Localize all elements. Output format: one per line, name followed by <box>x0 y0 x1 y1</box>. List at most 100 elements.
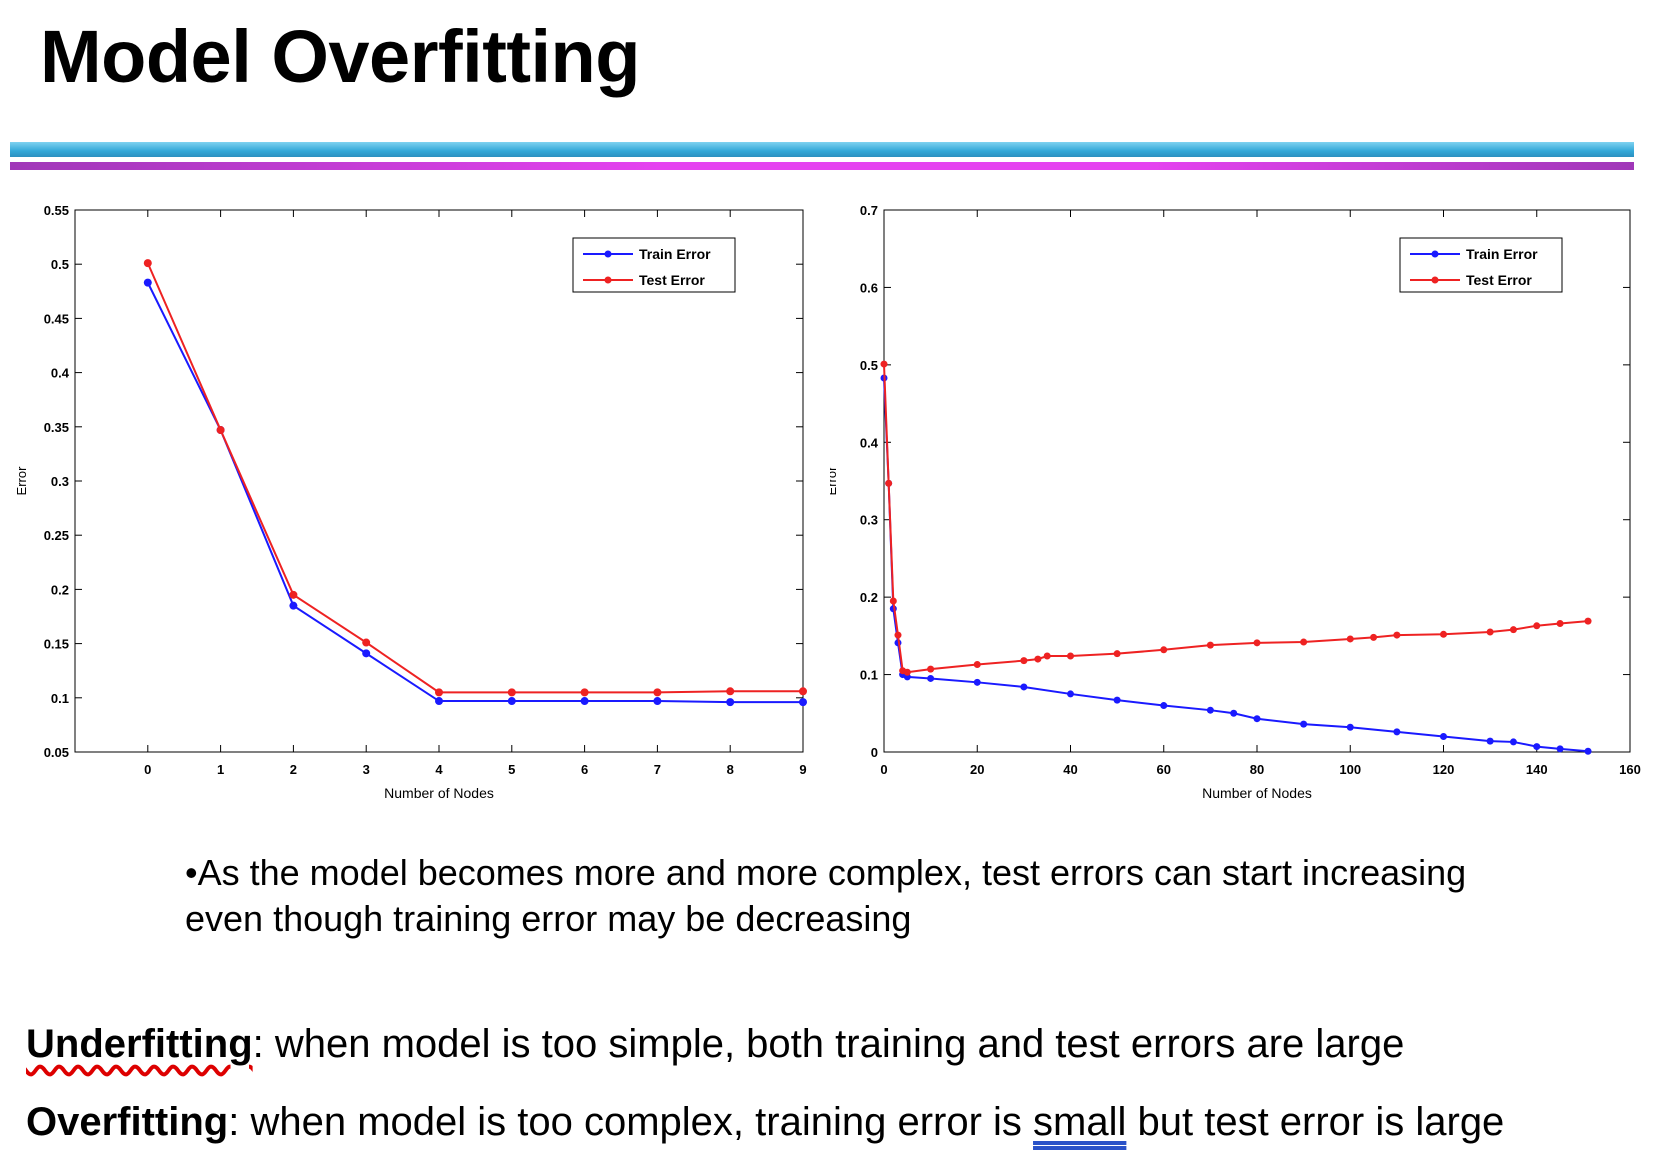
x-tick-label: 9 <box>799 762 806 777</box>
data-point <box>799 698 807 707</box>
y-tick-label: 0.7 <box>860 203 878 218</box>
legend-marker <box>1431 250 1439 258</box>
data-point <box>289 601 298 610</box>
x-tick-label: 20 <box>970 762 984 777</box>
legend-marker <box>1431 276 1439 284</box>
underfitting-text: : when model is too simple, both trainin… <box>252 1022 1405 1066</box>
overfitting-small-word: small <box>1033 1100 1127 1144</box>
x-tick-label: 8 <box>727 762 734 777</box>
data-point <box>580 697 589 706</box>
data-point <box>885 479 893 487</box>
x-tick-label: 100 <box>1339 762 1361 777</box>
data-point <box>1509 626 1517 634</box>
data-point <box>1533 622 1541 630</box>
data-point <box>1440 733 1447 741</box>
underfitting-term: Underfitting <box>26 1022 253 1066</box>
data-point <box>1509 738 1517 746</box>
x-tick-label: 0 <box>144 762 151 777</box>
x-tick-label: 1 <box>217 762 224 777</box>
data-point <box>1230 709 1238 717</box>
y-tick-label: 0.1 <box>51 691 69 706</box>
data-point <box>1020 657 1028 665</box>
legend-marker <box>604 250 612 258</box>
y-tick-label: 0.3 <box>51 474 69 489</box>
data-point <box>1533 743 1541 751</box>
y-tick-label: 0.2 <box>51 582 69 597</box>
data-point <box>580 688 589 697</box>
data-point <box>1486 628 1494 636</box>
data-point <box>1067 652 1074 660</box>
data-point <box>216 426 225 435</box>
legend-marker <box>604 276 612 284</box>
y-tick-label: 0.2 <box>860 590 878 605</box>
legend-label: Test Error <box>1466 272 1532 288</box>
y-tick-label: 0 <box>871 745 878 760</box>
data-point <box>1113 650 1121 658</box>
chart-right: 0 20 40 60 80 100 120 140 160 0 0.1 0.2 0.3 0.4 0.5 0.6… <box>830 203 1641 801</box>
y-tick-label: 0.25 <box>44 528 69 543</box>
data-point <box>726 698 735 707</box>
data-point <box>507 697 516 706</box>
x-tick-label: 80 <box>1250 762 1264 777</box>
data-point <box>1440 630 1447 638</box>
data-point <box>143 278 152 287</box>
data-point <box>362 649 371 658</box>
data-point <box>1393 631 1401 639</box>
x-tick-label: 2 <box>290 762 297 777</box>
x-axis-label: Number of Nodes <box>384 785 494 801</box>
y-axis-label: Error <box>14 466 29 496</box>
data-point <box>1034 655 1042 663</box>
data-point <box>653 697 662 706</box>
chart-left: 0 1 2 3 4 5 6 7 8 9 0.05 0.1 0.15 0.2 0.25 0.3 0.35 0.4 0.… <box>14 203 807 801</box>
y-tick-label: 0.5 <box>860 358 878 373</box>
data-point <box>880 360 888 368</box>
data-point <box>362 638 371 647</box>
data-point <box>653 688 662 697</box>
overfitting-text-b: but test error is large <box>1126 1100 1505 1144</box>
data-point <box>973 678 981 686</box>
y-tick-label: 0.1 <box>860 668 878 683</box>
data-point <box>1160 702 1168 710</box>
data-point <box>435 688 443 697</box>
x-tick-label: 7 <box>654 762 661 777</box>
x-tick-label: 3 <box>363 762 370 777</box>
data-point <box>799 687 807 696</box>
data-point <box>1556 619 1564 627</box>
data-point <box>289 590 298 599</box>
data-point <box>1206 641 1214 649</box>
series-line <box>883 364 1589 674</box>
data-point <box>143 259 152 268</box>
y-tick-label: 0.4 <box>51 366 70 381</box>
data-point <box>1067 690 1074 698</box>
y-tick-label: 0.35 <box>44 420 69 435</box>
slide-title: Model Overfitting <box>40 15 640 98</box>
y-tick-label: 0.4 <box>860 435 879 450</box>
y-tick-label: 0.5 <box>51 257 69 272</box>
data-point <box>1113 696 1121 704</box>
legend-box <box>572 237 736 293</box>
y-tick-label: 0.05 <box>44 745 69 760</box>
data-point <box>1160 646 1168 654</box>
data-point <box>1300 720 1308 728</box>
data-point <box>1253 715 1261 723</box>
data-point <box>1393 728 1401 736</box>
y-tick-label: 0.3 <box>860 513 878 528</box>
data-point <box>894 631 902 639</box>
data-point <box>1486 737 1494 745</box>
data-point <box>1584 747 1592 755</box>
series-line <box>146 282 803 704</box>
legend-label: Train Error <box>1466 246 1538 262</box>
x-tick-label: 0 <box>880 762 887 777</box>
data-point <box>1346 723 1354 731</box>
x-tick-label: 4 <box>435 762 443 777</box>
data-point <box>1370 633 1378 641</box>
data-point <box>1043 652 1051 660</box>
y-tick-label: 0.55 <box>44 203 69 218</box>
data-point <box>1584 617 1592 625</box>
bullet-text: •As the model becomes more and more comp… <box>185 852 1467 939</box>
series-line <box>146 262 803 694</box>
data-point <box>1346 635 1354 643</box>
legend-label: Train Error <box>639 246 711 262</box>
data-point <box>889 597 897 605</box>
y-tick-label: 0.6 <box>860 280 878 295</box>
